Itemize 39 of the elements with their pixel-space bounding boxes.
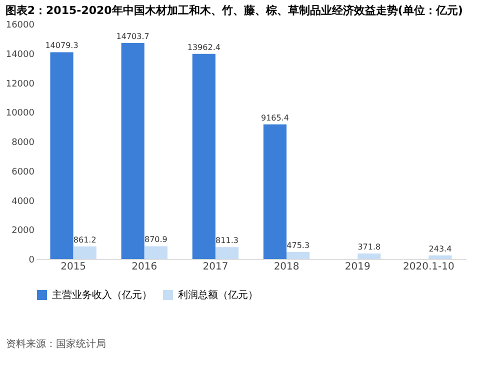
x-tick-label: 2016 (132, 262, 158, 272)
text: 资料来源：国家统计局 (6, 338, 106, 350)
x-tick-label: 2020.1-10 (403, 262, 454, 272)
data-label: 14079.3 (45, 41, 78, 50)
bar (428, 255, 452, 259)
x-tick-label: 2017 (202, 262, 228, 272)
bar (192, 54, 216, 259)
data-label: 371.8 (358, 242, 381, 252)
data-label: 9165.4 (260, 113, 289, 122)
bar (215, 247, 239, 259)
data-label: 811.3 (216, 236, 238, 246)
bar (358, 254, 381, 259)
bar (286, 252, 310, 259)
y-tick-label: 6000 (12, 167, 35, 178)
data-label: 861.2 (73, 235, 96, 244)
data-label: 475.3 (286, 241, 310, 250)
x-tick-label: 2018 (274, 262, 300, 272)
x-tick-label: 2015 (60, 262, 86, 272)
bar (263, 124, 287, 259)
bar (50, 52, 74, 259)
x-tick-label: 2019 (344, 262, 370, 272)
y-tick-label: 4000 (12, 196, 35, 207)
y-tick-label: 12000 (6, 79, 35, 90)
y-tick-label: 0 (28, 256, 35, 266)
y-tick-label: 10000 (6, 108, 35, 119)
data-label: 243.4 (428, 244, 452, 254)
data-label: 13962.4 (187, 42, 220, 52)
chart-title: 图表2：2015-2020年中国木材加工和木、竹、藤、棕、草制品业经济效益走势(单位：亿元) (5, 4, 463, 17)
data-label: 870.9 (144, 235, 168, 244)
bar (144, 246, 168, 259)
y-tick-label: 2000 (12, 226, 35, 236)
legend-label: 利润总额（亿元） (178, 289, 258, 301)
data-label: 14703.7 (116, 32, 150, 42)
y-tick-label: 14000 (6, 50, 35, 60)
legend-label: 主营业务收入（亿元） (52, 289, 152, 301)
bar (121, 43, 144, 259)
bar (73, 246, 96, 259)
y-tick-label: 8000 (12, 138, 35, 148)
y-tick-label: 16000 (6, 20, 35, 30)
